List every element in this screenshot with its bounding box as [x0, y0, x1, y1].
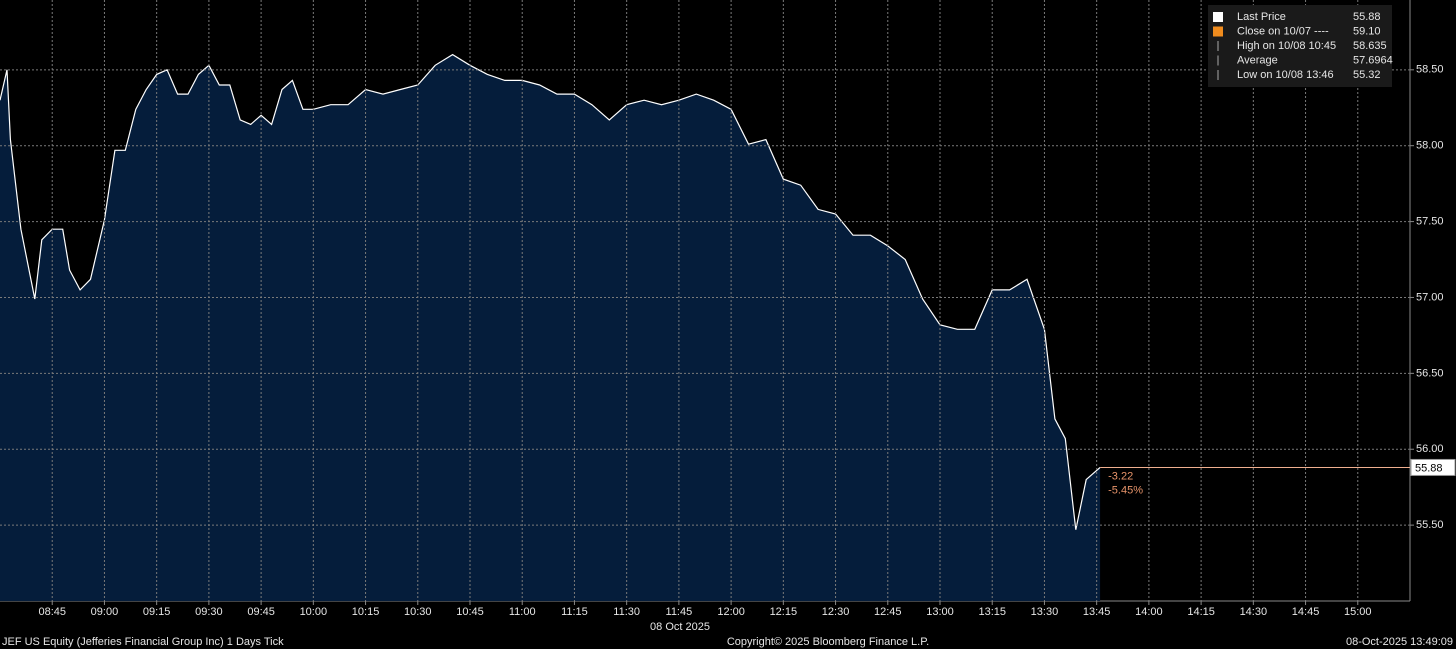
x-tick-label: 12:00	[717, 606, 745, 618]
x-tick-label: 12:15	[770, 606, 798, 618]
y-tick-label: 58.50	[1416, 64, 1444, 76]
x-tick-label: 11:45	[666, 606, 693, 618]
x-tick-label: 09:30	[195, 606, 223, 618]
x-tick-label: 13:15	[978, 606, 1006, 618]
x-tick-label: 11:30	[613, 606, 640, 618]
x-tick-label: 15:00	[1344, 606, 1372, 618]
x-tick-label: 13:30	[1031, 606, 1059, 618]
x-tick-label: 10:15	[352, 606, 380, 618]
x-tick-label: 13:45	[1083, 606, 1111, 618]
line	[0, 53, 1101, 530]
legend-box	[1208, 5, 1392, 87]
x-tick-label: 11:00	[509, 606, 536, 618]
timestamp: 08-Oct-2025 13:49:09	[1346, 636, 1453, 648]
y-tick-label: 56.50	[1416, 367, 1444, 379]
x-tick-label: 09:00	[91, 606, 119, 618]
change-label: -5.45%	[1108, 484, 1143, 496]
copyright: Copyright© 2025 Bloomberg Finance L.P.	[727, 636, 929, 648]
x-axis-label: 08 Oct 2025	[650, 621, 710, 633]
x-tick-label: 14:45	[1292, 606, 1320, 618]
legend-value: 57.6964	[1353, 54, 1393, 66]
y-tick-label: 55.50	[1416, 519, 1444, 531]
x-tick-label: 10:00	[300, 606, 328, 618]
legend-value: 58.635	[1353, 40, 1387, 52]
legend-label: Close on 10/07 ----	[1237, 25, 1329, 37]
y-tick-label: 57.00	[1416, 291, 1444, 303]
change-label: -3.22	[1108, 470, 1133, 482]
x-tick-label: 09:15	[143, 606, 171, 618]
last-price-box	[1410, 458, 1456, 476]
legend-value: 55.88	[1353, 11, 1381, 23]
y-tick-label: 57.50	[1416, 215, 1444, 227]
legend-swatch	[1213, 12, 1223, 22]
legend-swatch	[1213, 26, 1223, 37]
legend-label: Low on 10/08 13:46	[1237, 69, 1334, 81]
x-tick-label: 08:45	[38, 606, 66, 618]
x-tick-label: 09:45	[247, 606, 275, 618]
legend-label: Last Price	[1237, 11, 1286, 23]
x-tick-label: 12:45	[874, 606, 902, 618]
x-tick-label: 14:15	[1187, 606, 1215, 618]
x-tick-label: 12:30	[822, 606, 850, 618]
legend-value: 55.32	[1353, 69, 1381, 81]
chart-title: JEF US Equity (Jefferies Financial Group…	[2, 636, 284, 648]
x-tick-label: 10:30	[404, 606, 432, 618]
legend-value: 59.10	[1353, 25, 1381, 37]
x-tick-label: 13:00	[926, 606, 954, 618]
x-tick-label: 10:45	[456, 606, 484, 618]
legend-label: High on 10/08 10:45	[1237, 40, 1336, 52]
y-tick-label: 56.00	[1416, 443, 1444, 455]
x-tick-label: 14:00	[1135, 606, 1163, 618]
legend-label: Average	[1237, 54, 1278, 66]
area	[0, 54, 1101, 602]
legend: Last Price 55.88 Close on 10/07 ---- 59.10 H…	[1208, 5, 1393, 87]
last-price-label: 55.88	[1415, 462, 1443, 474]
x-tick-label: 11:15	[561, 606, 588, 618]
y-tick-label: 58.00	[1416, 140, 1444, 152]
x-tick-label: 14:30	[1240, 606, 1268, 618]
